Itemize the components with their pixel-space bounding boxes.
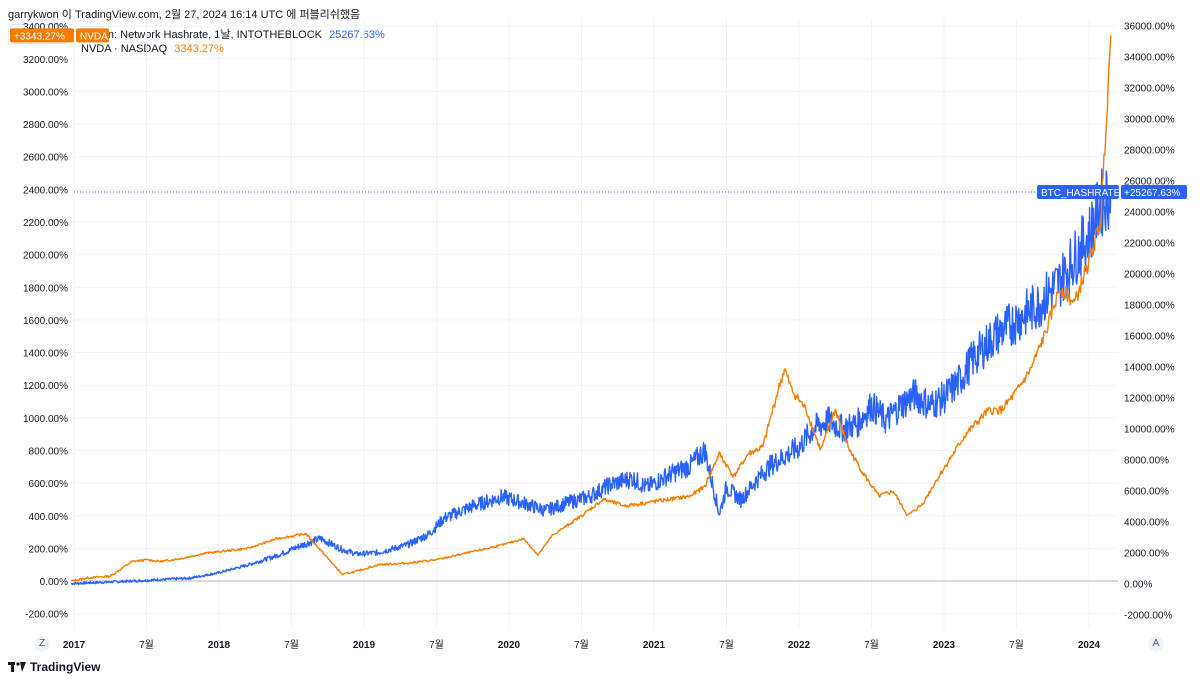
left-tick-label: 400.00% (29, 512, 69, 523)
tradingview-logo[interactable]: TradingView (8, 660, 100, 674)
left-tick-label: -200.00% (25, 610, 68, 621)
legend: Bitcoin: Network Hashrate, 1날, INTOTHEBL… (81, 28, 385, 56)
price-badges: +3343.27% NVDA BTC_HASHRATE +25267.63% (10, 28, 1187, 200)
left-tick-label: 600.00% (29, 479, 69, 490)
left-tick-label: 800.00% (29, 446, 69, 457)
btc-value-badge (1121, 185, 1187, 200)
time-tick-label: 7월 (429, 639, 444, 651)
time-axis: 2017 7월 2018 7월 2019 7월 2020 7월 2021 7월 2022 7월 2023… (63, 639, 1101, 651)
right-tick-label: 18000.00% (1124, 301, 1175, 312)
right-axis: -2000.00% 0.00% 2000.00% 4000.00% 6000.00% 80… (1124, 22, 1175, 622)
time-tick-label: 2022 (788, 640, 811, 651)
tradingview-logo-icon (8, 662, 26, 672)
right-tick-label: 10000.00% (1124, 425, 1175, 436)
auto-scale-button[interactable]: A (1148, 636, 1164, 652)
footer-brand: TradingView (30, 660, 101, 674)
right-tick-label: 22000.00% (1124, 239, 1175, 250)
nvda-value-badge-text: +3343.27% (14, 31, 65, 42)
left-tick-label: 1600.00% (23, 316, 68, 327)
right-tick-label: 8000.00% (1124, 456, 1169, 467)
time-tick-label: 2018 (208, 640, 231, 651)
left-tick-label: 3400.00% (23, 22, 68, 33)
nvda-value-badge (10, 28, 74, 43)
zoom-button[interactable]: Z (34, 636, 50, 652)
left-tick-label: 0.00% (40, 577, 68, 588)
right-tick-label: 6000.00% (1124, 487, 1169, 498)
nvda-name-badge-text: NVDA (80, 31, 108, 42)
time-tick-label: 7월 (139, 639, 154, 651)
left-tick-label: 3200.00% (23, 55, 68, 66)
left-tick-label: 2400.00% (23, 185, 68, 196)
right-tick-label: 2000.00% (1124, 549, 1169, 560)
left-tick-label: 2800.00% (23, 120, 68, 131)
nvda-name-badge (76, 28, 109, 43)
time-tick-label: 2020 (498, 640, 521, 651)
right-tick-label: 0.00% (1124, 580, 1152, 591)
time-tick-label: 2024 (1078, 640, 1101, 651)
right-tick-label: 12000.00% (1124, 394, 1175, 405)
btc-name-badge (1037, 185, 1119, 200)
legend-nvda-label: NVDA · NASDAQ (81, 43, 168, 55)
left-tick-label: 1800.00% (23, 283, 68, 294)
legend-btc-value: 25267.63% (329, 29, 385, 41)
right-tick-label: 16000.00% (1124, 332, 1175, 343)
right-tick-label: 24000.00% (1124, 208, 1175, 219)
series-group (70, 35, 1112, 586)
time-tick-label: 2023 (933, 640, 956, 651)
btc-value-badge-text: +25267.63% (1124, 188, 1181, 199)
right-tick-label: 14000.00% (1124, 363, 1175, 374)
time-tick-label: 7월 (574, 639, 589, 651)
legend-btc[interactable]: Bitcoin: Network Hashrate, 1날, INTOTHEBL… (81, 28, 385, 42)
right-tick-label: 34000.00% (1124, 53, 1175, 64)
time-tick-label: 7월 (1009, 639, 1024, 651)
right-tick-label: 28000.00% (1124, 146, 1175, 157)
btc-hashrate-line (70, 168, 1112, 586)
left-tick-label: 2200.00% (23, 218, 68, 229)
legend-nvda[interactable]: NVDA · NASDAQ 3343.27% (81, 42, 385, 56)
time-tick-label: 2021 (643, 640, 666, 651)
right-tick-label: 32000.00% (1124, 84, 1175, 95)
right-tick-label: -2000.00% (1124, 611, 1172, 622)
right-tick-label: 26000.00% (1124, 177, 1175, 188)
right-tick-label: 20000.00% (1124, 270, 1175, 281)
right-tick-label: 4000.00% (1124, 518, 1169, 529)
left-tick-label: 2000.00% (23, 251, 68, 262)
left-tick-label: 200.00% (29, 544, 69, 555)
right-tick-label: 36000.00% (1124, 22, 1175, 33)
time-tick-label: 7월 (284, 639, 299, 651)
left-tick-label: 1200.00% (23, 381, 68, 392)
left-tick-label: 1400.00% (23, 349, 68, 360)
time-tick-label: 7월 (864, 639, 879, 651)
nvda-line (71, 35, 1112, 582)
grid (73, 18, 1118, 630)
time-tick-label: 2017 (63, 640, 86, 651)
left-tick-label: 2600.00% (23, 153, 68, 164)
legend-nvda-value: 3343.27% (174, 43, 224, 55)
time-tick-label: 7월 (719, 639, 734, 651)
left-tick-label: 3000.00% (23, 87, 68, 98)
btc-name-badge-text: BTC_HASHRATE (1041, 188, 1121, 199)
left-tick-label: 1000.00% (23, 414, 68, 425)
legend-btc-label: Bitcoin: Network Hashrate, 1날, INTOTHEBL… (81, 29, 322, 41)
right-tick-label: 30000.00% (1124, 115, 1175, 126)
publish-info: garrykwon 이 TradingView.com, 2월 27, 2024… (8, 9, 361, 21)
time-tick-label: 2019 (353, 640, 376, 651)
left-axis: -200.00% 0.00% 200.00% 400.00% 600.00% 800.00… (23, 22, 68, 621)
